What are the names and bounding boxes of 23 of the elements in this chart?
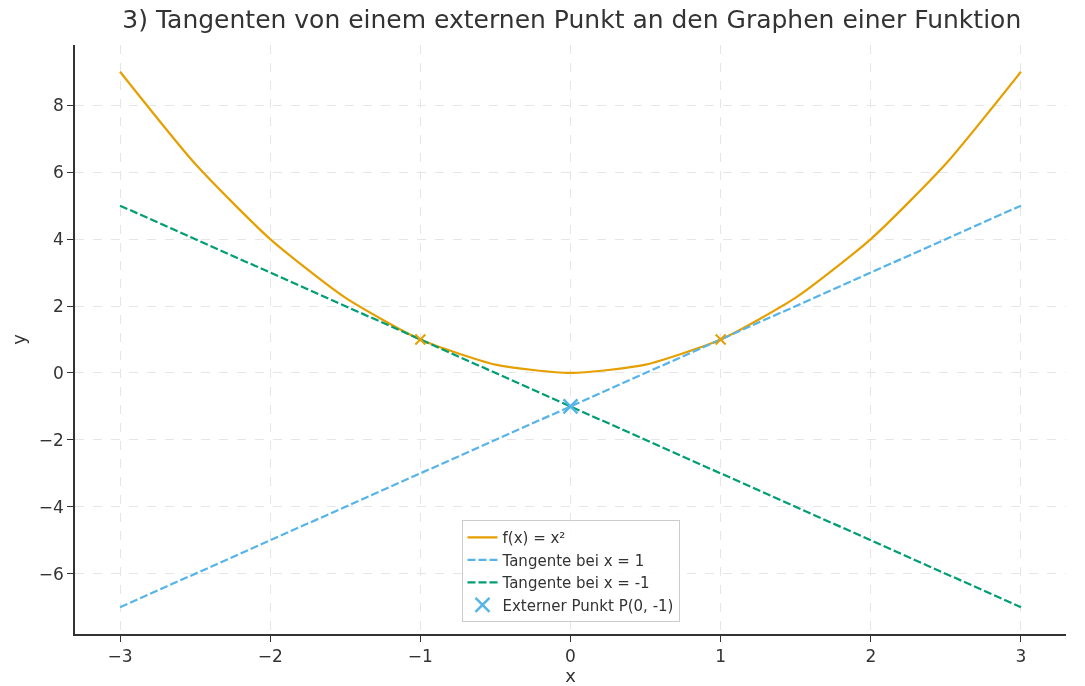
x-tick-label: −3 (107, 646, 133, 667)
x-tick-label: 3 (1015, 646, 1027, 667)
y-tick-label: 0 (53, 362, 64, 383)
legend-label: Tangente bei x = 1 (501, 551, 645, 570)
y-tick-label: −2 (38, 429, 64, 450)
line-series (118, 70, 1023, 375)
y-tick-label: 6 (53, 162, 64, 183)
legend-label: Tangente bei x = -1 (501, 574, 650, 593)
y-tick-label: 8 (53, 95, 64, 116)
x-tick-label: −1 (407, 646, 433, 667)
x-tick-label: 1 (715, 646, 727, 667)
y-axis-title: y (8, 333, 30, 345)
legend-label: Externer Punkt P(0, -1) (502, 596, 674, 615)
x-tick-label: −2 (257, 646, 283, 667)
x-axis-title: x (565, 665, 577, 686)
x-tick-label: 0 (565, 646, 576, 667)
x-tick-label: 2 (865, 646, 877, 667)
legend-label: f(x) = x² (502, 529, 566, 548)
y-tick-label: 4 (53, 229, 64, 250)
y-tick-label: −4 (38, 496, 64, 517)
chart-title: 3) Tangenten von einem externen Punkt an den Graphen einer Funktion (122, 4, 1022, 34)
y-tick-label: 2 (53, 295, 64, 316)
y-tick-label: −6 (38, 563, 64, 584)
